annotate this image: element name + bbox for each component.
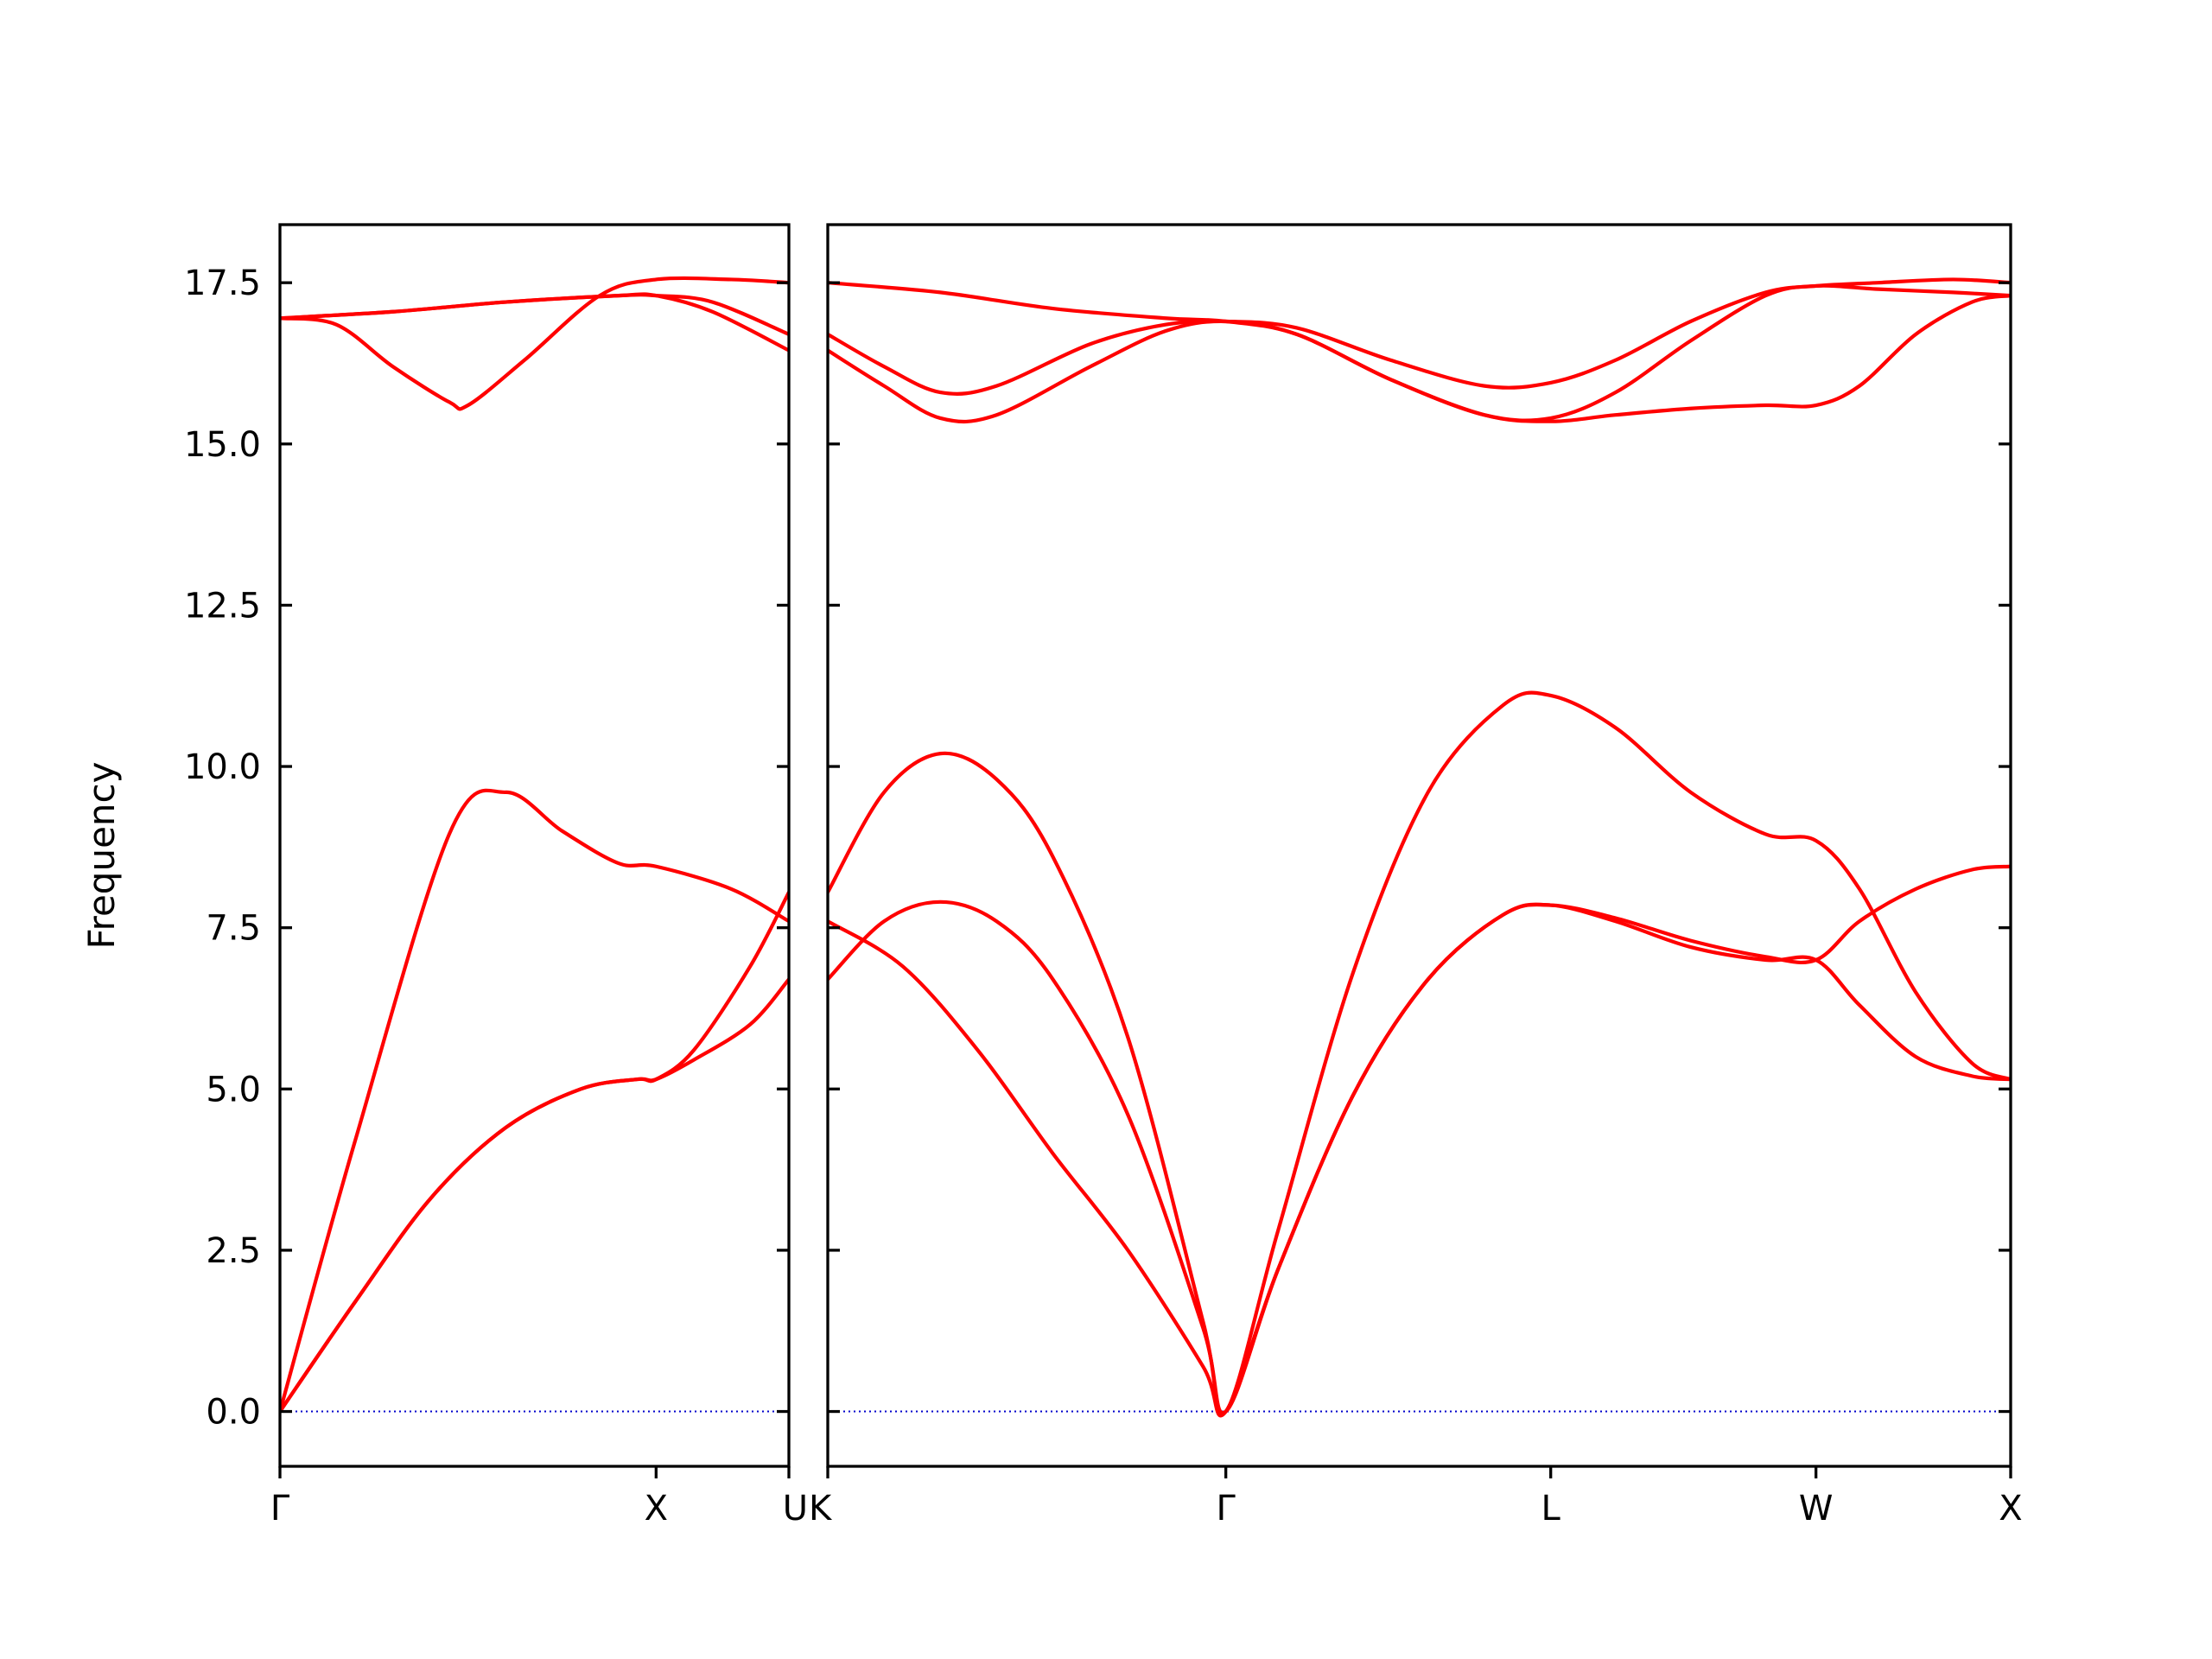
x-tick-label-X: X (1999, 1489, 2022, 1529)
x-tick-label-U: U (783, 1489, 808, 1529)
x-tick-label-L: L (1541, 1489, 1561, 1529)
y-axis-title-group: Frequency (80, 762, 123, 950)
plot-frame (278, 223, 791, 1468)
band-line-4 (280, 276, 789, 411)
y-tick-label: 12.5 (184, 586, 261, 626)
x-tick-label-W: W (1799, 1489, 1834, 1529)
plot-frame (826, 223, 2012, 1468)
x-tick-label-Γ: Γ (270, 1489, 290, 1529)
band-line-6 (280, 292, 789, 353)
plot-area (280, 276, 789, 1414)
band-line-1 (828, 690, 2011, 1417)
x-tick-label-Γ: Γ (1217, 1489, 1236, 1529)
band-line-3 (280, 977, 789, 1414)
x-tick-label-X: X (645, 1489, 668, 1529)
y-tick-label: 2.5 (206, 1231, 261, 1271)
y-axis-title: Frequency (80, 762, 123, 950)
plot-area (828, 277, 2011, 1418)
y-tick-label: 0.0 (206, 1393, 261, 1433)
y-tick-label: 5.0 (206, 1070, 261, 1109)
y-tick-label: 17.5 (184, 264, 261, 303)
band-line-1 (280, 788, 789, 1414)
band-line-6 (828, 281, 2011, 423)
band-line-3 (828, 902, 2011, 1418)
x-tick-label-K: K (809, 1489, 833, 1529)
y-tick-label: 7.5 (206, 909, 261, 949)
y-tick-label: 10.0 (184, 747, 261, 787)
y-tick-label: 15.0 (184, 425, 261, 465)
panel-gamma-x-u: 0.0 2.5 5.0 7.5 10.0 12.5 15.0 17.5 Γ X U (184, 223, 808, 1529)
